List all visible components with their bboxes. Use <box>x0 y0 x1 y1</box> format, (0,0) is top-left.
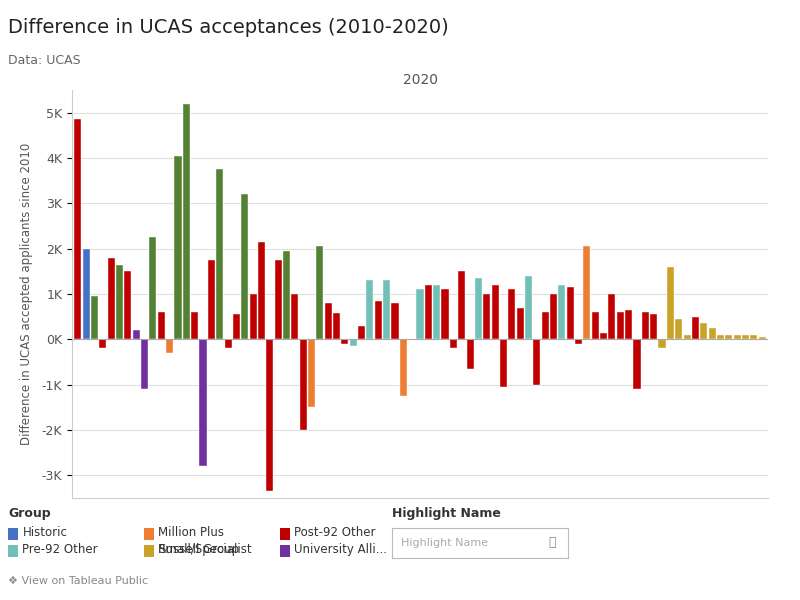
Bar <box>374 301 382 340</box>
Bar <box>667 267 674 340</box>
Bar <box>658 340 666 349</box>
Text: Russell Group: Russell Group <box>158 543 239 556</box>
Bar <box>300 340 306 430</box>
Bar <box>199 340 206 466</box>
Bar <box>634 340 641 389</box>
Bar <box>583 247 590 340</box>
Bar <box>525 276 532 340</box>
Text: Post-92 Other: Post-92 Other <box>294 526 376 539</box>
Bar <box>425 285 432 340</box>
Bar <box>400 340 407 396</box>
Bar <box>325 303 332 340</box>
Bar <box>99 340 106 349</box>
Bar <box>333 313 340 340</box>
Text: Highlight Name: Highlight Name <box>401 538 488 548</box>
Bar <box>709 328 716 340</box>
Bar <box>600 332 607 340</box>
Bar <box>291 294 298 340</box>
Bar <box>758 337 766 340</box>
Bar <box>675 319 682 340</box>
Bar <box>258 242 265 340</box>
Text: Small/Specialist: Small/Specialist <box>158 543 252 556</box>
Bar <box>283 251 290 340</box>
Bar <box>683 335 690 340</box>
Text: ❖ View on Tableau Public: ❖ View on Tableau Public <box>8 576 148 586</box>
Bar <box>592 312 598 340</box>
Bar <box>308 340 315 407</box>
Text: 2020: 2020 <box>402 73 438 87</box>
Bar <box>166 340 173 353</box>
Bar <box>750 335 758 340</box>
Bar <box>366 280 374 340</box>
Bar <box>266 340 274 491</box>
Bar <box>274 260 282 340</box>
Bar <box>566 287 574 340</box>
Bar <box>242 194 248 340</box>
Bar <box>534 340 540 385</box>
Text: Pre-92 Other: Pre-92 Other <box>22 543 98 556</box>
Bar <box>216 169 223 340</box>
Bar <box>508 289 515 340</box>
Text: Million Plus: Million Plus <box>158 526 224 539</box>
Bar <box>608 294 615 340</box>
Bar <box>208 260 215 340</box>
Bar <box>466 340 474 369</box>
Bar <box>124 271 131 340</box>
Bar <box>726 335 732 340</box>
Bar <box>442 289 449 340</box>
Bar <box>417 289 423 340</box>
Text: Group: Group <box>8 507 50 520</box>
Bar <box>692 317 699 340</box>
Bar <box>133 330 140 340</box>
Bar <box>82 248 90 340</box>
Bar <box>174 156 182 340</box>
Bar <box>575 340 582 344</box>
Bar <box>350 340 357 346</box>
Bar <box>734 335 741 340</box>
Bar <box>625 310 632 340</box>
Bar <box>116 265 123 340</box>
Bar <box>391 303 398 340</box>
Bar <box>483 294 490 340</box>
Bar <box>517 308 524 340</box>
Bar <box>491 285 498 340</box>
Bar <box>742 335 749 340</box>
Bar <box>91 296 98 340</box>
Bar <box>458 271 466 340</box>
Bar <box>700 323 707 340</box>
Bar <box>191 312 198 340</box>
Bar <box>717 335 724 340</box>
Bar <box>550 294 557 340</box>
Bar <box>74 119 82 340</box>
Bar <box>542 312 549 340</box>
Bar <box>642 312 649 340</box>
Text: Difference in UCAS acceptances (2010-2020): Difference in UCAS acceptances (2010-202… <box>8 18 449 37</box>
Bar <box>233 314 240 340</box>
Bar <box>358 326 365 340</box>
Bar <box>316 247 323 340</box>
Bar <box>383 280 390 340</box>
Bar <box>500 340 507 387</box>
Bar <box>617 312 624 340</box>
Bar <box>475 278 482 340</box>
Text: Highlight Name: Highlight Name <box>392 507 501 520</box>
Text: ⌕: ⌕ <box>548 536 556 550</box>
Bar <box>225 340 232 349</box>
Text: University Alli...: University Alli... <box>294 543 387 556</box>
Y-axis label: Difference in UCAS accepted applicants since 2010: Difference in UCAS accepted applicants s… <box>21 143 34 445</box>
Bar <box>182 104 190 340</box>
Bar <box>250 294 257 340</box>
Bar <box>342 340 349 344</box>
Bar <box>158 312 165 340</box>
Text: Data: UCAS: Data: UCAS <box>8 54 81 67</box>
Text: Historic: Historic <box>22 526 67 539</box>
Bar <box>558 285 566 340</box>
Bar <box>450 340 457 349</box>
Bar <box>433 285 440 340</box>
Bar <box>108 258 114 340</box>
Bar <box>650 314 658 340</box>
Bar <box>150 238 157 340</box>
Bar <box>141 340 148 389</box>
